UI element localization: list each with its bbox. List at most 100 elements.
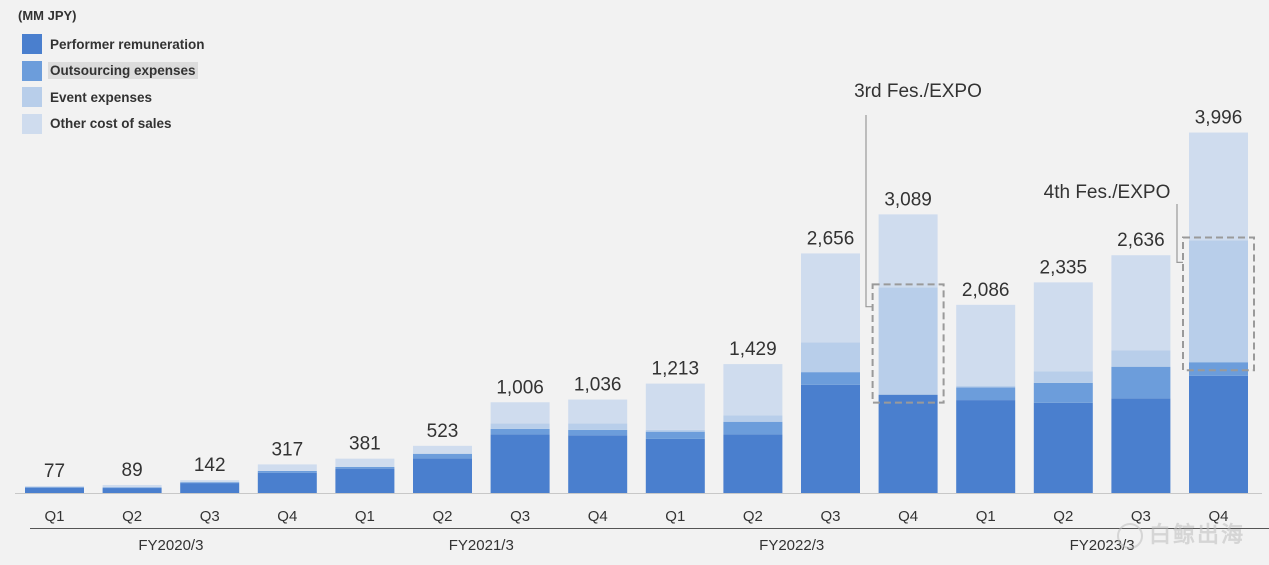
legend-label: Outsourcing expenses [48, 62, 198, 80]
bar-segment-outsourcing-expenses [568, 429, 628, 436]
bar-total-label: 1,429 [729, 339, 777, 360]
bar-segment-outsourcing-expenses [801, 372, 860, 385]
bar-segment-other-cost-of-sales [1033, 282, 1093, 372]
bar-segment-outsourcing-expenses [490, 428, 550, 435]
bar-segment-other-cost-of-sales [257, 464, 317, 471]
x-tick-label: Q1 [355, 508, 375, 525]
legend-swatch [22, 87, 42, 108]
legend-item-performer-remuneration: Performer remuneration [22, 31, 207, 58]
watermark: 白鲸出海 [1116, 517, 1245, 549]
bar-segment-other-cost-of-sales [1111, 255, 1171, 351]
bar-segment-performer-remuneration [180, 483, 240, 493]
bar-segment-outsourcing-expenses [1111, 366, 1171, 399]
annotation-leader-line [1176, 204, 1183, 263]
legend-label: Event expenses [50, 89, 153, 105]
bar-total-label: 2,636 [1117, 230, 1165, 251]
unit-label: (MM JPY) [18, 8, 77, 23]
group-label: FY2020/3 [138, 537, 203, 554]
bar-segment-other-cost-of-sales [645, 383, 705, 430]
bar-segment-other-cost-of-sales [1189, 132, 1248, 241]
bar-segment-outsourcing-expenses [645, 431, 705, 439]
bar-segment-other-cost-of-sales [490, 402, 550, 424]
event-highlight-box [1182, 236, 1255, 372]
bar-segment-event-expenses [1111, 350, 1171, 367]
legend-item-other-cost-of-sales: Other cost of sales [22, 111, 207, 138]
x-tick-label: Q1 [665, 508, 685, 525]
group-label: FY2021/3 [449, 537, 514, 554]
event-highlight-box [871, 283, 945, 404]
group-label: FY2022/3 [759, 537, 824, 554]
bar-segment-performer-remuneration [25, 487, 84, 493]
bar-segment-outsourcing-expenses [956, 387, 1016, 401]
bar-segment-outsourcing-expenses [180, 482, 240, 484]
bar-total-label: 142 [194, 455, 226, 476]
bar-segment-other-cost-of-sales [723, 364, 783, 416]
x-tick-label: Q1 [44, 508, 64, 525]
legend-swatch [22, 113, 42, 134]
bar-segment-performer-remuneration [801, 384, 860, 493]
bar-total-label: 2,656 [807, 228, 855, 249]
bar-segment-event-expenses [878, 287, 938, 395]
chart-legend: Performer remuneration Outsourcing expen… [22, 31, 207, 137]
bar-total-label: 77 [44, 461, 65, 482]
x-tick-label: Q3 [200, 508, 220, 525]
bar-segment-performer-remuneration [568, 435, 628, 493]
bar-segment-outsourcing-expenses [413, 453, 472, 459]
x-tick-label: Q2 [1053, 508, 1073, 525]
bar-total-label: 3,089 [884, 189, 932, 210]
whale-logo-icon [1116, 523, 1143, 549]
bar-segment-other-cost-of-sales [180, 480, 240, 483]
legend-item-event-expenses: Event expenses [22, 84, 207, 111]
bar-segment-event-expenses [645, 429, 705, 432]
bar-segment-performer-remuneration [723, 434, 783, 493]
annotation-leader-line [865, 115, 873, 308]
bar-total-label: 2,335 [1040, 257, 1088, 278]
annotation-label: 4th Fes./EXPO [1044, 182, 1171, 203]
x-tick-label: Q2 [743, 508, 763, 525]
bar-total-label: 3,996 [1195, 108, 1243, 129]
x-tick-label: Q3 [1131, 508, 1151, 525]
bar-segment-other-cost-of-sales [956, 304, 1016, 386]
bar-segment-event-expenses [1033, 371, 1093, 383]
x-tick-label: Q3 [510, 508, 530, 525]
bar-segment-event-expenses [490, 423, 550, 429]
bar-segment-performer-remuneration [413, 458, 472, 493]
bar-segment-outsourcing-expenses [1033, 382, 1093, 403]
x-tick-label: Q3 [820, 508, 840, 525]
bar-segment-other-cost-of-sales [568, 399, 628, 424]
x-tick-label: Q4 [898, 508, 918, 525]
bar-segment-performer-remuneration [956, 400, 1016, 493]
bar-segment-other-cost-of-sales [413, 445, 472, 454]
x-tick-label: Q1 [976, 508, 996, 525]
bar-segment-outsourcing-expenses [1189, 362, 1248, 376]
legend-label: Other cost of sales [50, 116, 172, 132]
bar-segment-performer-remuneration [1189, 375, 1248, 493]
bar-segment-performer-remuneration [257, 472, 317, 493]
bar-segment-event-expenses [1189, 240, 1248, 363]
bar-total-label: 89 [122, 460, 143, 481]
x-tick-label: Q4 [1208, 508, 1228, 525]
bar-segment-outsourcing-expenses [335, 466, 395, 469]
legend-swatch [22, 34, 42, 55]
bar-segment-outsourcing-expenses [257, 470, 317, 473]
watermark-text: 白鲸出海 [1148, 521, 1245, 547]
bar-total-label: 381 [349, 434, 381, 455]
bar-segment-other-cost-of-sales [878, 214, 938, 288]
bar-segment-performer-remuneration [645, 438, 705, 493]
bar-total-label: 1,006 [496, 377, 544, 398]
legend-label: Performer remuneration [50, 36, 205, 52]
bar-segment-performer-remuneration [335, 468, 395, 493]
bar-segment-event-expenses [568, 423, 628, 430]
bar-segment-other-cost-of-sales [335, 458, 395, 467]
annotation-label: 3rd Fes./EXPO [854, 81, 982, 102]
bar-segment-outsourcing-expenses [723, 421, 783, 435]
x-tick-label: Q4 [588, 508, 608, 525]
bar-segment-outsourcing-expenses [102, 487, 162, 489]
x-tick-label: Q2 [432, 508, 452, 525]
bar-segment-event-expenses [801, 342, 860, 373]
bar-segment-other-cost-of-sales [25, 486, 84, 488]
bar-total-label: 1,213 [652, 359, 700, 380]
x-tick-label: Q2 [122, 508, 142, 525]
bar-total-label: 523 [427, 421, 459, 442]
